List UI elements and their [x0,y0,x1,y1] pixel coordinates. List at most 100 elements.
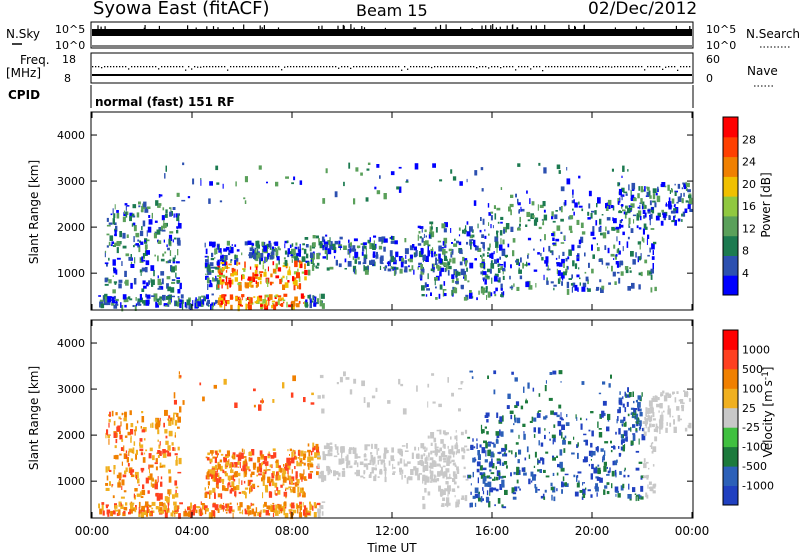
echo-cell [409,258,413,263]
echo-cell [686,182,690,188]
echo-cell [225,503,228,509]
echo-cell [215,165,219,171]
echo-cell [491,442,495,445]
echo-cell [179,282,182,290]
echo-cell [421,294,425,297]
echo-cell [655,426,659,429]
echo-cell [226,265,228,270]
echo-cell [159,450,162,456]
echo-cell [574,202,578,208]
echo-cell [578,205,583,208]
echo-cell [168,239,171,245]
echo-cell [118,279,123,283]
echo-cell [641,427,645,432]
echo-cell [616,263,620,268]
echo-cell [420,264,423,271]
echo-cell [111,484,114,486]
echo-cell [137,239,140,242]
echo-cell [219,280,224,285]
echo-cell [588,429,591,432]
echo-cell [496,207,501,211]
echo-cell [639,243,641,250]
colorbar-frame [722,116,739,296]
echo-cell [503,453,508,457]
echo-cell [433,478,437,483]
echo-cell [455,443,458,447]
echo-cell [172,207,176,210]
nave-dot [125,66,127,68]
echo-cell [110,510,113,517]
echo-cell [161,464,166,468]
echo-cell [539,457,544,461]
echo-cell [296,272,300,279]
echo-cell [423,453,426,457]
echo-cell [272,246,274,251]
echo-cell [622,165,625,172]
echo-cell [430,268,435,272]
echo-cell [627,286,631,291]
nave-dot [347,66,349,68]
nsearch-tick-top: 10^5 [706,23,736,36]
echo-cell [617,416,619,422]
echo-cell [269,255,272,259]
echo-cell [619,219,623,224]
echo-cell [136,493,141,497]
echo-cell [628,392,632,397]
echo-cell [167,304,170,307]
nave-dot [227,69,229,71]
echo-cell [634,493,637,496]
echo-cell [618,452,621,457]
echo-cell [495,273,499,277]
echo-cell [197,301,202,307]
colorbar-swatch [723,388,738,409]
echo-cell [237,300,242,307]
echo-cell [481,256,483,259]
echo-cell [570,283,573,286]
nave-dot [677,69,679,71]
echo-cell [485,496,489,502]
echo-cell [350,241,352,244]
echo-cell [289,448,292,452]
echo-cell [199,511,203,517]
echo-cell [170,512,174,517]
echo-cell [601,285,605,290]
echo-cell [455,475,458,479]
echo-cell [209,472,213,477]
echo-cell [374,474,377,477]
echo-cell [293,455,297,460]
echo-cell [232,452,236,457]
echo-cell [533,248,535,251]
echo-cell [378,448,380,451]
echo-cell [645,415,650,418]
echo-cell [415,250,418,257]
echo-cell [307,449,312,453]
echo-cell [176,192,180,197]
echo-cell [312,235,316,239]
echo-cell [522,262,524,269]
echo-cell [571,274,573,279]
echo-cell [647,234,650,239]
echo-cell [598,432,603,438]
echo-cell [495,476,499,481]
echo-cell [274,482,278,488]
echo-cell [485,286,488,290]
echo-cell [175,511,179,514]
echo-cell [662,390,665,394]
echo-cell [372,261,376,267]
echo-cell [138,205,141,208]
echo-cell [267,476,271,484]
echo-cell [523,433,526,440]
echo-cell [648,481,652,485]
echo-cell [580,236,584,243]
echo-cell [448,265,452,270]
echo-cell [252,462,257,468]
echo-cell [538,226,542,230]
echo-cell [111,241,114,244]
echo-cell [219,295,223,300]
echo-cell [176,213,180,216]
echo-cell [430,462,434,469]
echo-cell [637,395,641,400]
echo-cell [194,300,198,303]
echo-cell [441,503,445,507]
echo-cell [643,223,647,228]
